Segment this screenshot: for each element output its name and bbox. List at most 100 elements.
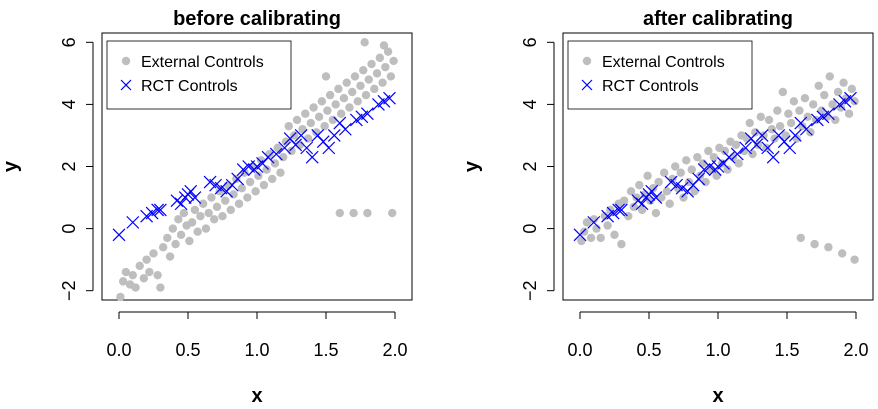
legend-marker [582, 56, 592, 66]
data-point [131, 283, 140, 292]
data-point [320, 121, 329, 131]
series-rct-controls [112, 91, 396, 242]
data-point [363, 208, 372, 218]
data-point [158, 243, 168, 252]
legend-marker [121, 56, 131, 66]
data-point [367, 59, 376, 69]
data-point [781, 131, 790, 140]
y-axis: −2 0 2 4 6 [59, 37, 94, 301]
data-point [720, 146, 730, 156]
data-point [174, 215, 183, 224]
data-point [809, 100, 818, 109]
data-point [626, 187, 636, 196]
x-tick-label: 1.5 [313, 340, 338, 360]
data-point [295, 140, 304, 149]
legend-box [567, 40, 753, 110]
data-point [188, 191, 202, 204]
data-point [775, 121, 785, 131]
data-point [276, 168, 285, 177]
data-point [381, 62, 390, 72]
panel-before-calibrating: before calibrating 0.0 0.5 1.0 1.5 2.0 x −2 0 2 4 6… [0, 8, 413, 407]
data-point [822, 112, 832, 122]
data-point [234, 199, 244, 208]
data-point [259, 180, 269, 190]
data-point [844, 91, 857, 105]
data-point [573, 228, 587, 242]
data-point [305, 150, 319, 164]
data-point [629, 202, 639, 212]
data-point [298, 125, 307, 134]
y-tick-label: 0 [59, 224, 79, 234]
data-point [764, 115, 774, 125]
data-point [163, 233, 172, 243]
data-point [824, 243, 833, 252]
series-external-controls [116, 38, 398, 302]
data-point [356, 81, 365, 90]
data-point [797, 121, 807, 131]
data-point [600, 211, 610, 221]
y-axis-label: y [0, 160, 22, 172]
data-point [659, 168, 669, 177]
y-tick-label: 6 [59, 37, 79, 47]
data-point [142, 255, 151, 264]
data-point [361, 90, 371, 100]
y-tick-label: 2 [59, 161, 79, 171]
data-point [792, 134, 801, 143]
data-point [783, 141, 797, 155]
data-point [153, 203, 167, 217]
data-point [635, 197, 649, 211]
data-point [185, 236, 194, 246]
data-point [612, 203, 626, 217]
y-axis-label: y [461, 160, 483, 172]
data-point [223, 180, 233, 190]
data-point [312, 128, 321, 137]
x-tick-label: 1.5 [774, 340, 799, 360]
data-point [251, 187, 260, 196]
data-point [692, 172, 706, 186]
legend: External Controls RCT Controls [106, 40, 292, 110]
y-tick-label: 0 [520, 224, 540, 234]
data-point [789, 97, 799, 106]
data-point [338, 122, 352, 136]
data-point [814, 81, 823, 90]
data-point [269, 147, 283, 161]
y-tick-label: −2 [520, 280, 540, 301]
data-point [825, 72, 834, 81]
data-point [254, 171, 263, 181]
data-point [828, 100, 837, 109]
data-point [237, 184, 247, 193]
data-point [745, 118, 754, 128]
data-point [348, 87, 357, 97]
data-point [654, 177, 663, 187]
data-point [121, 267, 131, 277]
data-point [309, 103, 318, 112]
data-point [300, 141, 314, 155]
chart-title: after calibrating [643, 8, 793, 30]
data-point [215, 187, 224, 196]
data-point [278, 141, 292, 155]
data-point [698, 159, 708, 168]
data-point [770, 134, 779, 143]
data-point [135, 261, 144, 271]
data-point [645, 184, 659, 198]
data-point [261, 150, 275, 164]
y-tick-label: 4 [59, 99, 79, 109]
data-point [303, 134, 313, 143]
data-point [693, 152, 702, 162]
x-tick-label: 2.0 [843, 340, 868, 360]
data-point [379, 41, 389, 50]
data-point [231, 172, 245, 186]
data-point [383, 47, 393, 56]
data-point [171, 239, 180, 249]
data-point [759, 131, 768, 140]
data-point [649, 191, 663, 204]
data-point [712, 171, 721, 181]
data-point [676, 168, 685, 177]
data-point [619, 196, 629, 205]
data-point [359, 66, 368, 75]
data-point [345, 103, 354, 112]
data-point [360, 38, 369, 47]
data-point [755, 129, 769, 142]
data-point [149, 249, 158, 258]
